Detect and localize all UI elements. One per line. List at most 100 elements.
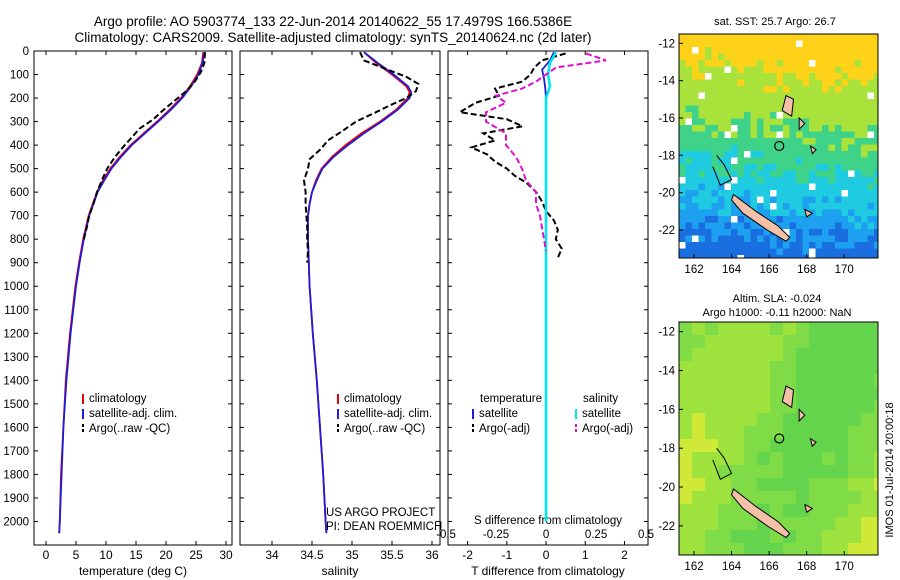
sst-map-cell [796,79,803,87]
sst-map-cell [848,105,855,113]
sla-map-cell [679,478,693,492]
sst-map-cell [705,86,712,93]
sst-map-cell [854,34,862,41]
sst-map-cell [809,164,816,171]
sla-map-cell [809,530,823,544]
sst-map-cell [737,255,745,259]
sst-map-cell [854,203,862,210]
sst-map-cell [802,73,810,80]
sst-map-cell [776,66,784,74]
sst-map-cell [685,190,693,197]
sst-map-cell [867,235,875,243]
sla-map-cell [731,543,745,556]
sst-map-cell [737,53,745,61]
sst-map-cell [789,235,797,243]
sla-map-cell [744,322,758,336]
sst-map-cell [789,92,797,100]
sst-map-cell [828,144,836,152]
sst-map-cell [750,151,758,158]
sst-map-cell [776,151,784,158]
sst-map-cell [750,164,758,171]
sst-map-cell [776,196,784,204]
sst-map-cell [692,144,699,152]
sst-map-cell [757,99,764,106]
sst-map-cell [874,105,879,113]
sst-map-cell [711,229,719,236]
sst-map-cell [679,229,686,236]
sdiff-satellite-line [544,51,558,522]
sla-map-cell [731,504,745,518]
sst-map-cell [835,138,842,145]
sst-map-cell [848,92,855,100]
sst-map-cell [724,105,732,113]
sst-map-cell [828,60,836,67]
sst-map-cell [737,47,745,54]
sla-map-cell [679,426,693,440]
sst-map-cell [835,125,842,132]
sal-satellite-line [307,51,413,534]
sst-map-cell [744,255,751,259]
sst-map-cell [815,209,823,217]
sla-map-cell [718,335,732,349]
sst-map-cell [828,131,836,139]
sst-map-cell [679,190,686,197]
sst-map-cell [737,183,745,191]
sst-map-cell [802,235,810,243]
sst-map-cell [841,151,849,158]
sst-map-cell [809,248,816,256]
sla-map-cell [848,543,862,556]
sst-map-cell [796,248,803,256]
sst-map-cell [796,47,803,54]
sst-map-cell [679,170,686,178]
sst-map-cell [828,112,836,119]
sst-map-cell [724,248,732,256]
sst-map-cell [776,118,784,126]
sla-map-cell [692,413,706,427]
sst-map-cell [802,170,810,178]
salinity-xtick-label: 34 [265,548,279,562]
sst-map-cell [854,183,862,191]
sst-map-cell [718,112,725,119]
sst-map-cell [861,248,868,256]
sla-map-cell [796,426,810,440]
sst-map-cell [874,255,879,259]
sst-map-cell [718,248,725,256]
sst-map-cell [841,105,849,113]
sst-map-cell [698,105,706,113]
sst-map-cell [692,86,699,93]
sst-map-cell [809,138,816,145]
sst-map-cell [705,216,712,223]
sst-map-cell [698,99,706,106]
sla-map-cell [705,426,719,440]
sst-map-cell [718,66,725,74]
sst-map-cell [835,177,842,184]
sst-map-cell [861,47,868,54]
sla-map-cell [692,374,706,388]
sst-map-cell [789,86,797,93]
sst-map-cell [835,86,842,93]
sst-map-cell [718,47,725,54]
sla-map-cell [679,322,693,336]
sst-map-cell [854,248,862,256]
sst-map-cell [737,60,745,67]
sst-map-cell [822,34,829,41]
sst-map-cell [718,170,725,178]
sla-map-cell [731,439,745,453]
sst-map-cell [692,40,699,48]
sst-map-cell [757,53,764,61]
sla-map-cell [874,517,879,531]
sst-map-cell [822,190,829,197]
sst-map-cell [835,196,842,204]
sst-map-cell [731,99,738,106]
sla-map-cell [822,413,836,427]
sst-map-cell [796,190,803,197]
sst-map-cell [750,157,758,165]
sst-island [781,94,795,117]
sst-map-cell [757,235,764,243]
sst-map-cell [815,203,823,210]
sst-map-cell [692,183,699,191]
sst-map-cell [802,66,810,74]
sst-map-cell [705,157,712,165]
sst-map-cell [711,164,719,171]
sla-lat-label: -22 [658,521,675,533]
